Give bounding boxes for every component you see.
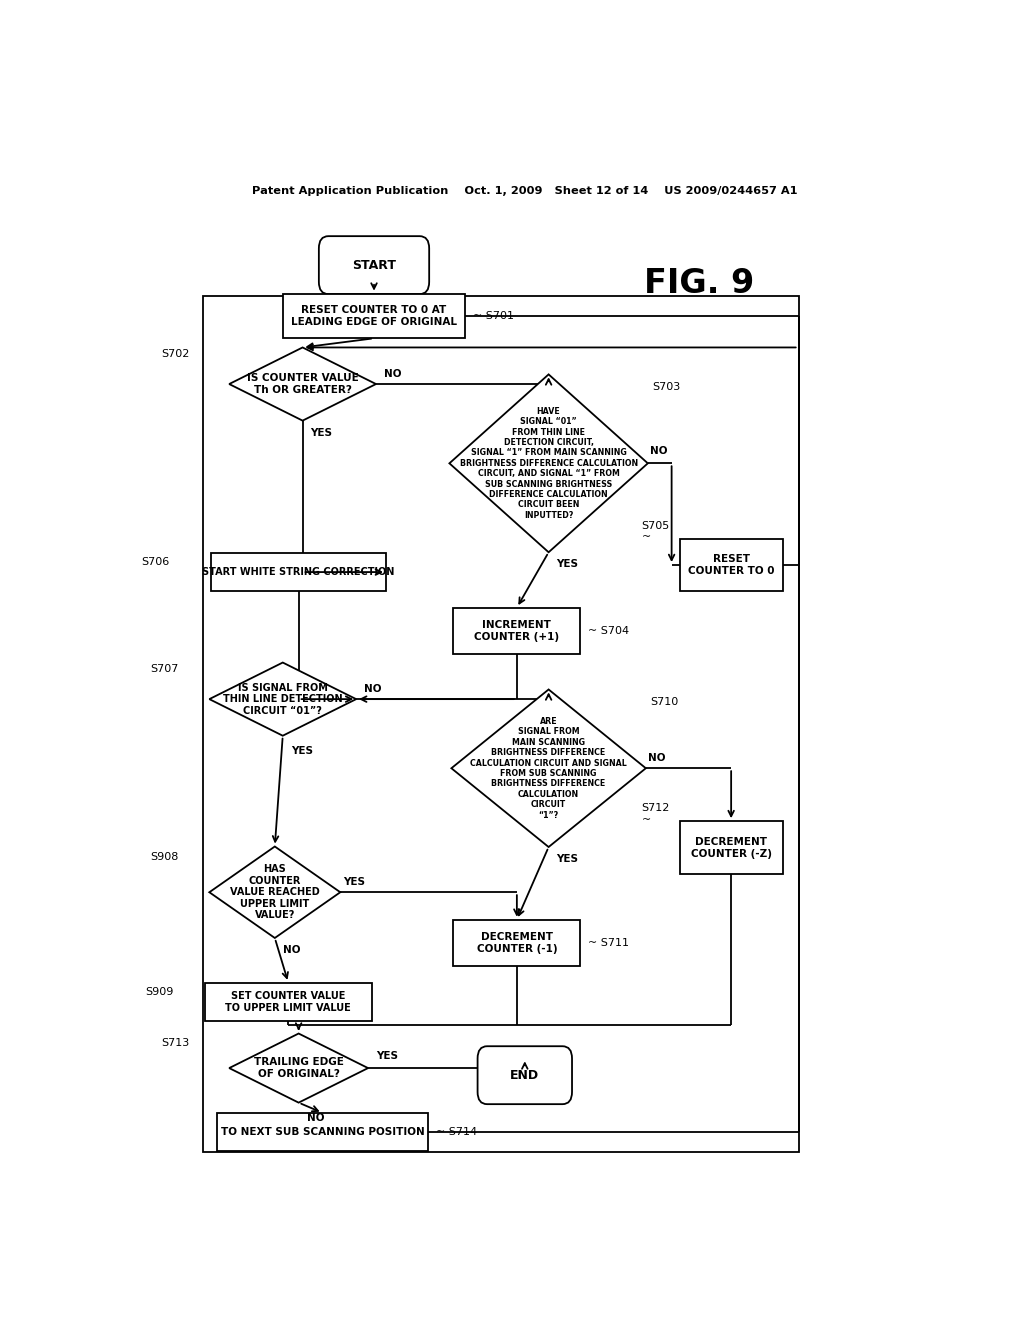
Text: S710: S710 <box>650 697 678 708</box>
Text: S909: S909 <box>145 987 174 997</box>
FancyBboxPatch shape <box>680 539 782 591</box>
Text: DECREMENT
COUNTER (-Z): DECREMENT COUNTER (-Z) <box>690 837 772 858</box>
Text: NO: NO <box>650 446 668 457</box>
Text: TO NEXT SUB SCANNING POSITION: TO NEXT SUB SCANNING POSITION <box>220 1127 424 1137</box>
Text: YES: YES <box>557 560 579 569</box>
Text: YES: YES <box>343 876 365 887</box>
Text: S705
~: S705 ~ <box>641 520 670 543</box>
FancyBboxPatch shape <box>283 293 465 338</box>
Polygon shape <box>450 375 648 552</box>
Text: RESET
COUNTER TO 0: RESET COUNTER TO 0 <box>688 554 774 576</box>
Text: ~ S711: ~ S711 <box>588 939 630 948</box>
Polygon shape <box>209 846 340 939</box>
Text: NO: NO <box>283 945 300 956</box>
Text: S702: S702 <box>162 348 190 359</box>
Text: S707: S707 <box>150 664 178 673</box>
Text: NO: NO <box>365 684 382 694</box>
Text: IS SIGNAL FROM
THIN LINE DETECTION
CIRCUIT “01”?: IS SIGNAL FROM THIN LINE DETECTION CIRCU… <box>223 682 343 715</box>
Text: ~ S704: ~ S704 <box>588 626 630 636</box>
Text: NO: NO <box>648 754 666 763</box>
FancyBboxPatch shape <box>217 1113 428 1151</box>
Text: FIG. 9: FIG. 9 <box>644 267 755 300</box>
Text: ~ S714: ~ S714 <box>435 1127 476 1137</box>
Text: NO: NO <box>384 368 401 379</box>
FancyBboxPatch shape <box>454 607 581 655</box>
Text: NO: NO <box>306 1113 324 1123</box>
FancyBboxPatch shape <box>680 821 782 874</box>
FancyBboxPatch shape <box>211 553 386 591</box>
Text: ARE
SIGNAL FROM
MAIN SCANNING
BRIGHTNESS DIFFERENCE
CALCULATION CIRCUIT AND SIGN: ARE SIGNAL FROM MAIN SCANNING BRIGHTNESS… <box>470 717 627 820</box>
Polygon shape <box>452 689 646 847</box>
Bar <box>204 296 799 1152</box>
Text: START: START <box>352 259 396 272</box>
Polygon shape <box>209 663 356 735</box>
Text: S703: S703 <box>652 381 680 392</box>
Text: DECREMENT
COUNTER (-1): DECREMENT COUNTER (-1) <box>476 932 557 954</box>
FancyBboxPatch shape <box>477 1047 572 1104</box>
FancyBboxPatch shape <box>205 982 372 1022</box>
Text: SET COUNTER VALUE
TO UPPER LIMIT VALUE: SET COUNTER VALUE TO UPPER LIMIT VALUE <box>225 991 351 1012</box>
Text: END: END <box>510 1069 540 1081</box>
FancyBboxPatch shape <box>318 236 429 294</box>
Polygon shape <box>229 347 376 421</box>
Polygon shape <box>229 1034 368 1102</box>
Text: S908: S908 <box>150 851 178 862</box>
FancyBboxPatch shape <box>454 920 581 966</box>
Text: INCREMENT
COUNTER (+1): INCREMENT COUNTER (+1) <box>474 620 559 642</box>
Text: Patent Application Publication    Oct. 1, 2009   Sheet 12 of 14    US 2009/02446: Patent Application Publication Oct. 1, 2… <box>252 186 798 195</box>
Text: YES: YES <box>291 746 312 756</box>
Text: START WHITE STRING CORRECTION: START WHITE STRING CORRECTION <box>203 568 395 577</box>
Text: TRAILING EDGE
OF ORIGINAL?: TRAILING EDGE OF ORIGINAL? <box>254 1057 344 1078</box>
Text: ~ S701: ~ S701 <box>473 312 514 321</box>
Text: YES: YES <box>557 854 579 865</box>
Text: RESET COUNTER TO 0 AT
LEADING EDGE OF ORIGINAL: RESET COUNTER TO 0 AT LEADING EDGE OF OR… <box>291 305 457 327</box>
Text: HAVE
SIGNAL “01”
FROM THIN LINE
DETECTION CIRCUIT,
SIGNAL “1” FROM MAIN SCANNING: HAVE SIGNAL “01” FROM THIN LINE DETECTIO… <box>460 407 638 520</box>
Text: S713: S713 <box>162 1038 190 1048</box>
Text: HAS
COUNTER
VALUE REACHED
UPPER LIMIT
VALUE?: HAS COUNTER VALUE REACHED UPPER LIMIT VA… <box>230 865 319 920</box>
Text: YES: YES <box>310 428 333 438</box>
Text: S706: S706 <box>141 557 170 566</box>
Text: YES: YES <box>376 1051 398 1061</box>
Text: S712
~: S712 ~ <box>641 803 670 825</box>
Text: IS COUNTER VALUE
Th OR GREATER?: IS COUNTER VALUE Th OR GREATER? <box>247 374 358 395</box>
